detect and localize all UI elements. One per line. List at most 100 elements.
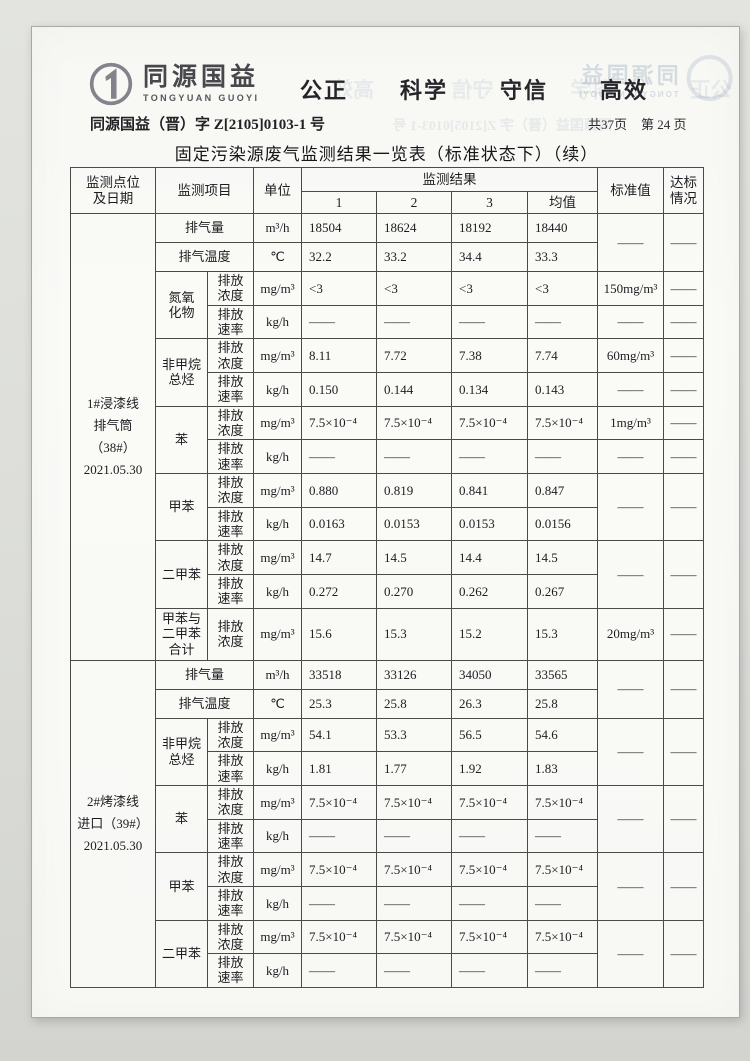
cell-unit: m³/h	[253, 659, 302, 690]
col-header-standard: 标准值	[597, 167, 664, 214]
cell-standard: ——	[597, 919, 664, 988]
cell-unit: ℃	[253, 242, 302, 272]
cell-sub-item: 排放 浓度	[207, 919, 254, 955]
slogan: 公正 科学 守信 高效	[300, 73, 648, 105]
cell-sub-item: 排放 速率	[207, 371, 254, 407]
cell-standard: 60mg/m³	[597, 338, 664, 373]
cell-unit: kg/h	[253, 751, 302, 786]
cell-value: 8.11	[301, 338, 377, 373]
cell-value: 7.5×10⁻⁴	[376, 784, 452, 820]
col-header-results: 监测结果	[301, 167, 598, 192]
cell-standard: 20mg/m³	[597, 607, 664, 661]
cell-compliance: ——	[663, 717, 704, 786]
cell-value: 0.150	[301, 371, 377, 407]
cell-item: 二甲苯	[155, 540, 208, 609]
cell-value: 14.5	[527, 540, 598, 575]
cell-sub-item: 排放 浓度	[207, 472, 254, 508]
cell-value: 7.5×10⁻⁴	[451, 405, 528, 441]
col-header-unit: 单位	[253, 167, 302, 214]
cell-value: 0.819	[376, 472, 452, 508]
col-header-avg: 均值	[527, 191, 598, 214]
cell-standard: ——	[597, 472, 664, 542]
cell-compliance: ——	[663, 540, 704, 609]
cell-item: 甲苯	[155, 852, 208, 921]
cell-item: 排气量	[155, 659, 254, 690]
cell-unit: mg/m³	[253, 852, 302, 887]
cell-value: 0.144	[376, 371, 452, 407]
cell-standard: ——	[597, 784, 664, 854]
cell-standard: 150mg/m³	[597, 271, 664, 306]
cell-value: 1.83	[527, 751, 598, 786]
cell-value: ——	[451, 304, 528, 340]
cell-value: <3	[301, 271, 377, 306]
cell-value: 7.5×10⁻⁴	[301, 919, 377, 955]
cell-value: 33518	[301, 659, 377, 690]
cell-value: ——	[301, 818, 377, 854]
cell-unit: kg/h	[253, 573, 302, 609]
cell-value: 0.143	[527, 371, 598, 407]
cell-value: 7.5×10⁻⁴	[451, 784, 528, 820]
cell-sub-item: 排放 速率	[207, 818, 254, 854]
bleed-through-doc-number: 同源国益（晋）字 Z[2105]0103-1 号	[392, 119, 612, 134]
cell-value: 54.1	[301, 717, 377, 753]
cell-compliance: ——	[663, 659, 704, 719]
cell-value: 33.3	[527, 242, 598, 272]
cell-sub-item: 排放 浓度	[207, 784, 254, 820]
cell-value: 53.3	[376, 717, 452, 753]
cell-point: 2#烤漆线 进口（39#） 2021.05.30	[70, 659, 156, 988]
brand-name: 同源国益	[143, 63, 260, 91]
cell-sub-item: 排放 浓度	[207, 405, 254, 441]
cell-value: 15.6	[301, 607, 377, 661]
cell-sub-item: 排放 浓度	[207, 338, 254, 373]
cell-compliance: ——	[663, 472, 704, 542]
cell-standard: ——	[597, 659, 664, 719]
cell-value: 7.38	[451, 338, 528, 373]
cell-standard: ——	[597, 304, 664, 340]
cell-value: 14.7	[301, 540, 377, 575]
cell-unit: mg/m³	[253, 271, 302, 306]
cell-value: 0.134	[451, 371, 528, 407]
cell-unit: kg/h	[253, 371, 302, 407]
cell-compliance: ——	[663, 607, 704, 661]
cell-value: 7.5×10⁻⁴	[527, 405, 598, 441]
cell-value: 7.72	[376, 338, 452, 373]
cell-value: 0.847	[527, 472, 598, 508]
cell-value: 0.0153	[376, 506, 452, 542]
cell-sub-item: 排放 速率	[207, 751, 254, 786]
cell-item: 甲苯	[155, 472, 208, 542]
slogan-word: 守信	[499, 78, 548, 103]
cell-value: 0.841	[451, 472, 528, 508]
cell-value: ——	[451, 439, 528, 474]
cell-value: 7.5×10⁻⁴	[451, 919, 528, 955]
cell-point: 1#浸漆线 排气筒 （38#） 2021.05.30	[70, 213, 156, 661]
cell-value: ——	[527, 439, 598, 474]
cell-value: 1.92	[451, 751, 528, 786]
cell-value: 0.267	[527, 573, 598, 609]
cell-value: 15.3	[376, 607, 452, 661]
cell-value: ——	[527, 304, 598, 340]
cell-compliance: ——	[663, 919, 704, 988]
cell-compliance: ——	[663, 784, 704, 854]
cell-item: 苯	[155, 784, 208, 854]
cell-value: ——	[527, 818, 598, 854]
col-header-run1: 1	[301, 191, 377, 214]
cell-unit: mg/m³	[253, 540, 302, 575]
cell-unit: ℃	[253, 688, 302, 719]
cell-value: ——	[376, 885, 452, 921]
cell-value: 14.4	[451, 540, 528, 575]
doc-number: 同源国益（晋）字 Z[2105]0103-1 号	[90, 117, 325, 133]
cell-sub-item: 排放 浓度	[207, 852, 254, 887]
cell-value: <3	[376, 271, 452, 306]
cell-value: 0.880	[301, 472, 377, 508]
col-header-compliance: 达标 情况	[663, 167, 704, 214]
cell-value: 7.5×10⁻⁴	[451, 852, 528, 887]
cell-standard: ——	[597, 439, 664, 474]
col-header-item: 监测项目	[155, 167, 254, 214]
cell-unit: m³/h	[253, 213, 302, 243]
bleed-through-slogan-word: 公正	[690, 79, 732, 102]
cell-compliance: ——	[663, 852, 704, 921]
cell-value: 18504	[301, 213, 377, 243]
cell-value: ——	[451, 818, 528, 854]
cell-unit: mg/m³	[253, 784, 302, 820]
cell-unit: kg/h	[253, 885, 302, 921]
